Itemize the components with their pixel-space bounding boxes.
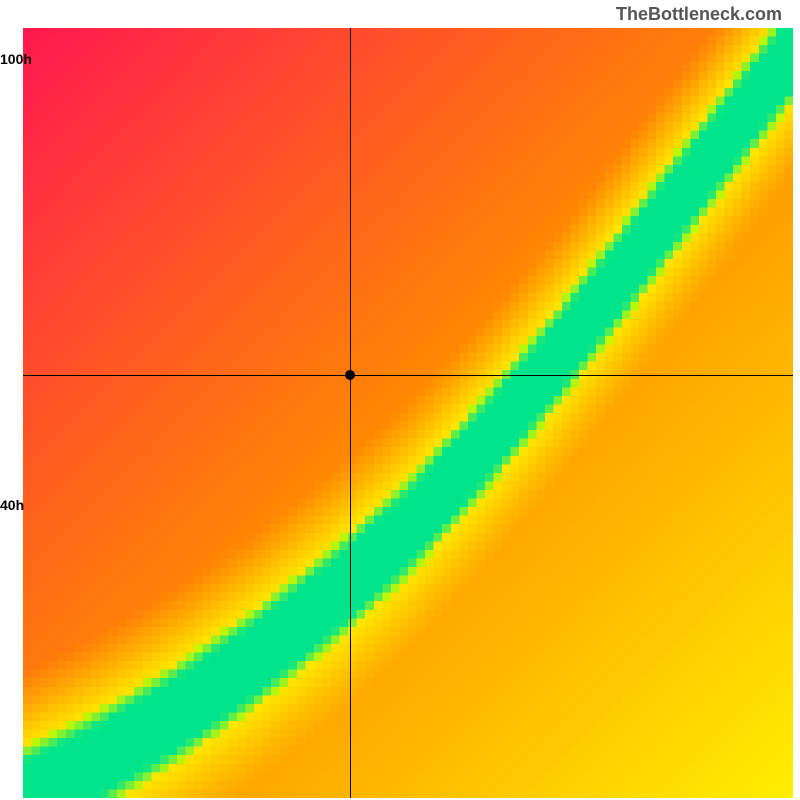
watermark-text: TheBottleneck.com — [616, 4, 782, 25]
data-point-marker — [345, 370, 355, 380]
y-axis-label-40: 40h — [0, 497, 24, 513]
crosshair-horizontal — [23, 375, 793, 376]
crosshair-vertical — [350, 28, 351, 798]
y-axis-label-100: 100h — [0, 51, 32, 67]
heatmap-canvas — [23, 28, 793, 798]
plot-area: 40h 100h — [23, 28, 793, 798]
